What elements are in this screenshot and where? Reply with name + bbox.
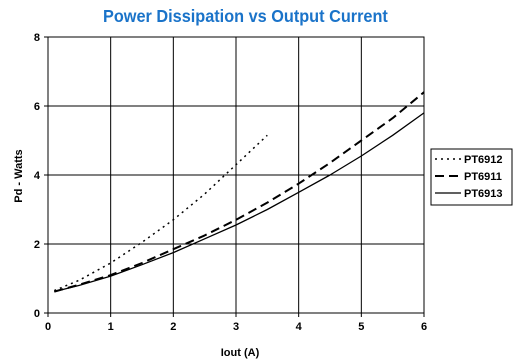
x-tick-label: 4: [296, 321, 303, 333]
y-axis-ticks: 0 2 4 6 8: [34, 32, 48, 320]
x-tick-label: 3: [233, 321, 239, 333]
x-tick-label: 5: [358, 321, 364, 333]
legend-label-pt6912: PT6912: [464, 154, 503, 166]
x-tick-label: 0: [45, 321, 51, 333]
x-axis-ticks: 0 1 2 3 4 5 6: [45, 313, 427, 333]
y-axis-label: Pd - Watts: [13, 149, 25, 202]
legend-box: [430, 148, 513, 206]
x-tick-label: 2: [170, 321, 176, 333]
y-tick-label: 8: [34, 32, 40, 44]
series-lines: [54, 91, 425, 293]
legend-label-pt6911: PT6911: [464, 171, 502, 183]
y-tick-label: 0: [34, 308, 40, 320]
series-line-pt6913: [54, 112, 425, 293]
gridlines: [48, 37, 424, 313]
x-tick-label: 6: [421, 321, 427, 333]
legend-label-pt6913: PT6913: [464, 188, 503, 200]
y-tick-label: 4: [34, 170, 41, 182]
x-axis-label: Iout (A): [221, 347, 260, 359]
series-line-pt6912: [54, 134, 268, 292]
legend: PT6912 PT6911 PT6913: [430, 148, 513, 206]
chart-title: Power Dissipation vs Output Current: [103, 6, 388, 26]
series-line-pt6911: [54, 91, 425, 293]
y-tick-label: 6: [34, 101, 40, 113]
y-tick-label: 2: [34, 239, 40, 251]
x-tick-label: 1: [108, 321, 114, 333]
